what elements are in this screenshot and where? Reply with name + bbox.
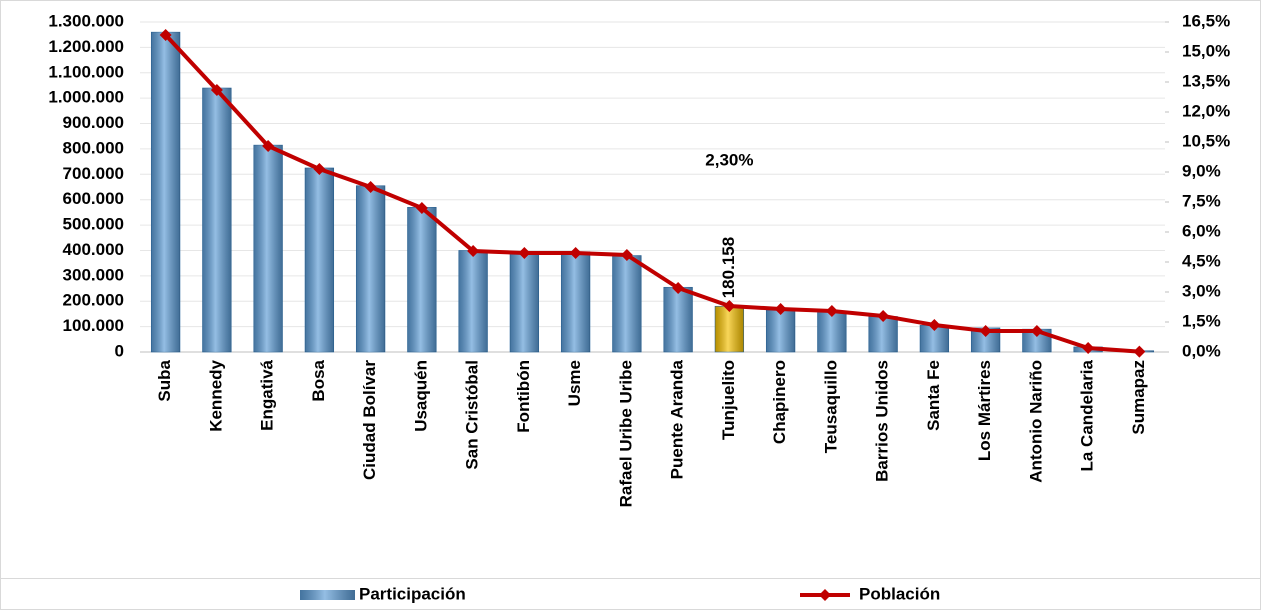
y-tick-label: 700.000 xyxy=(63,164,124,183)
y2-tick-label: 7,5% xyxy=(1182,191,1221,210)
line-marker xyxy=(1133,345,1146,358)
line-marker xyxy=(774,303,787,315)
y-tick-label: 100.000 xyxy=(63,316,124,335)
line-marker xyxy=(825,305,838,317)
x-tick-label: Usaquén xyxy=(411,360,430,432)
x-tick-label: Ciudad Bolívar xyxy=(360,360,379,480)
y2-tick-label: 1,5% xyxy=(1182,311,1221,330)
bar-shade xyxy=(663,287,693,352)
bar-shade xyxy=(868,316,898,352)
y2-tick-label: 6,0% xyxy=(1182,221,1221,240)
line-marker xyxy=(569,247,582,259)
legend-swatch-shade xyxy=(300,590,355,600)
y2-tick-label: 10,5% xyxy=(1182,131,1230,150)
bar-shade xyxy=(305,167,334,352)
y2-tick-label: 13,5% xyxy=(1182,71,1230,90)
y-tick-label: 600.000 xyxy=(63,189,124,208)
y-tick-label: 0 xyxy=(115,341,124,360)
x-tick-label: Kennedy xyxy=(206,359,225,431)
bar-shade xyxy=(715,306,744,352)
line-marker xyxy=(672,282,685,294)
x-tick-label: Rafael Uribe Uribe xyxy=(616,360,635,507)
x-tick-label: Teusaquillo xyxy=(821,360,840,453)
y-tick-label: 500.000 xyxy=(63,215,124,234)
y-tick-label: 1.200.000 xyxy=(48,37,124,56)
x-tick-label: Santa Fe xyxy=(924,360,943,431)
x-tick-label: Los Mártires xyxy=(975,360,994,461)
legend-marker xyxy=(819,589,831,601)
x-tick-label: Engativá xyxy=(258,359,277,430)
y-tick-label: 200.000 xyxy=(63,291,124,310)
bar-shade xyxy=(407,207,437,352)
line-marker xyxy=(313,163,326,175)
y2-tick-label: 3,0% xyxy=(1182,281,1221,300)
x-tick-label: Tunjuelito xyxy=(719,360,738,440)
line-marker xyxy=(620,249,633,261)
line-marker xyxy=(262,140,275,152)
line-marker xyxy=(159,29,172,41)
line xyxy=(164,33,1140,354)
x-tick-label: Antonio Nariño xyxy=(1026,360,1045,483)
line-marker xyxy=(979,325,992,337)
bar-shade xyxy=(458,250,488,352)
legend-label: Población xyxy=(859,584,940,603)
bar-shade xyxy=(356,185,385,352)
y-tick-label: 300.000 xyxy=(63,265,124,284)
line-marker xyxy=(1082,342,1095,354)
line-marker xyxy=(928,319,941,331)
x-tick-label: Suba xyxy=(155,359,174,401)
y2-tick-label: 15,0% xyxy=(1182,41,1230,60)
bar-shade xyxy=(612,255,642,352)
x-tick-label: La Candelaria xyxy=(1078,359,1097,471)
y2-tick-label: 4,5% xyxy=(1182,251,1221,270)
bar-shade xyxy=(151,32,180,353)
y-tick-label: 1.100.000 xyxy=(48,62,124,81)
bar-shade xyxy=(253,145,283,352)
bar-value-label: 180.158 xyxy=(719,237,738,298)
line-marker xyxy=(364,181,377,193)
bar-shade xyxy=(561,251,590,352)
x-tick-label: Chapinero xyxy=(770,360,789,444)
x-tick-label: Usme xyxy=(565,360,584,406)
y-tick-label: 400.000 xyxy=(63,240,124,259)
x-tick-label: Puente Aranda xyxy=(668,359,687,479)
x-tick-label: Sumapaz xyxy=(1129,360,1148,435)
line-marker xyxy=(1030,325,1043,337)
x-tick-label: Bosa xyxy=(309,359,328,401)
line-marker xyxy=(415,202,428,214)
bar-shade xyxy=(817,311,847,352)
y-tick-label: 1.300.000 xyxy=(48,11,124,30)
legend-label: Participación xyxy=(359,584,466,603)
y2-tick-label: 12,0% xyxy=(1182,101,1230,120)
bar-shade xyxy=(202,88,232,352)
bar-shade xyxy=(766,310,795,352)
y2-tick-label: 9,0% xyxy=(1182,161,1221,180)
y-tick-label: 800.000 xyxy=(63,138,124,157)
line-marker xyxy=(518,247,531,259)
line-marker xyxy=(210,84,223,96)
line-marker xyxy=(467,245,480,257)
y2-tick-label: 16,5% xyxy=(1182,11,1230,30)
x-tick-label: Barrios Unidos xyxy=(873,360,892,482)
x-tick-label: San Cristóbal xyxy=(463,360,482,470)
line-value-label: 2,30% xyxy=(705,150,753,169)
bar-shade xyxy=(510,251,539,352)
line-marker xyxy=(723,300,736,312)
y-tick-label: 1.000.000 xyxy=(48,88,124,107)
y-tick-label: 900.000 xyxy=(63,113,124,132)
x-tick-label: Fontibón xyxy=(514,360,533,433)
line-marker xyxy=(877,310,890,322)
y2-tick-label: 0,0% xyxy=(1182,341,1221,360)
